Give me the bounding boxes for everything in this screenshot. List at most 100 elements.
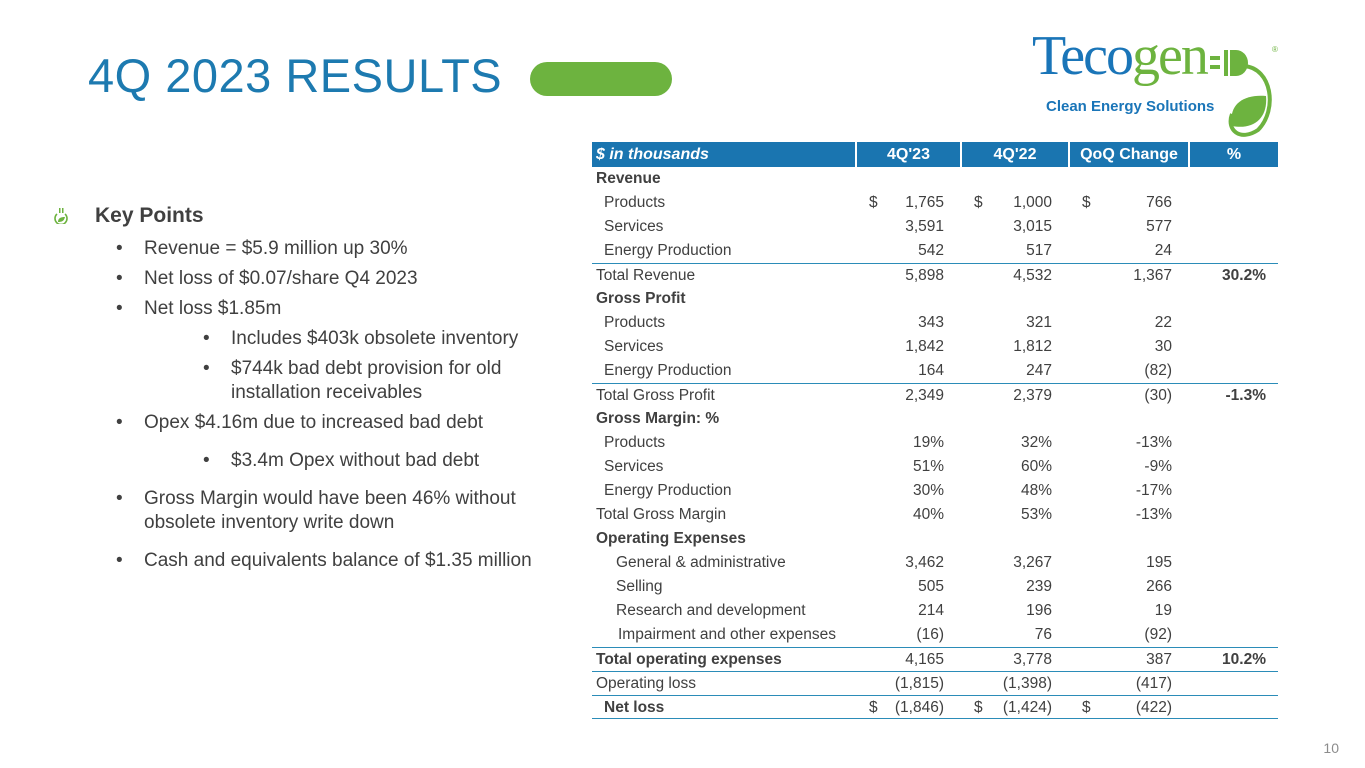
row-value: $766 <box>1068 191 1188 215</box>
row-percent <box>1188 479 1278 503</box>
row-percent <box>1188 239 1278 263</box>
table-row: Products 19% 32% -13% <box>592 431 1278 455</box>
row-value <box>1068 527 1188 551</box>
row-value: 30% <box>912 482 944 499</box>
row-label: Research and development <box>616 602 806 619</box>
row-percent <box>1188 407 1278 431</box>
row-percent: 30.2% <box>1222 267 1266 284</box>
row-value: (82) <box>1144 362 1172 379</box>
table-row: Total Revenue 5,898 4,532 1,367 30.2% <box>592 263 1278 287</box>
row-label: Products <box>604 194 666 211</box>
row-percent: -1.3% <box>1225 387 1267 404</box>
row-value: 1,367 <box>1133 267 1172 284</box>
row-value: -13% <box>1135 506 1172 523</box>
plug-leaf-icon: ® <box>1210 45 1278 137</box>
row-percent <box>1188 599 1278 623</box>
row-value: (417) <box>1135 675 1172 692</box>
row-value <box>855 527 960 551</box>
registered-mark: ® <box>1272 45 1278 54</box>
row-value: 19 <box>1154 602 1172 619</box>
row-label: Products <box>604 434 666 451</box>
logo-text-teco: Teco <box>1032 25 1134 87</box>
row-label: Gross Margin: % <box>596 410 720 427</box>
row-value <box>960 527 1068 551</box>
row-value: 3,015 <box>1013 218 1052 235</box>
table-row: Services 51% 60% -9% <box>592 455 1278 479</box>
row-value: -9% <box>1144 458 1172 475</box>
table-row: Energy Production 542 517 24 <box>592 239 1278 263</box>
key-point-bullet: Cash and equivalents balance of $1.35 mi… <box>116 549 534 573</box>
row-value: 2,379 <box>1013 387 1052 404</box>
row-value: 577 <box>1146 218 1172 235</box>
row-value: 76 <box>1034 626 1052 643</box>
row-label: Energy Production <box>604 482 732 499</box>
row-percent <box>1188 359 1278 383</box>
key-point-bullet: Net loss of $0.07/share Q4 2023 <box>116 267 534 291</box>
row-value: 343 <box>918 314 944 331</box>
row-value <box>960 407 1068 431</box>
key-point-bullet: Revenue = $5.9 million up 30% <box>116 237 534 261</box>
table-row: Impairment and other expenses (16) 76 (92) <box>592 623 1278 647</box>
header-units: $ in thousands <box>596 146 709 163</box>
row-value: $ (422) <box>1068 696 1188 718</box>
row-value <box>960 167 1068 191</box>
row-value: 387 <box>1146 651 1172 668</box>
row-value: 164 <box>918 362 944 379</box>
row-value: 3,267 <box>1013 554 1052 571</box>
row-value: 2,349 <box>905 387 944 404</box>
row-label: Revenue <box>596 170 661 187</box>
row-label: Impairment and other expenses <box>618 626 836 643</box>
table-header: $ in thousands 4Q'23 4Q'22 QoQ Change % <box>592 142 1278 167</box>
tecogen-logo: Tecogen Clean Energy Solutions ® <box>1030 25 1280 138</box>
row-value: 247 <box>1026 362 1052 379</box>
row-percent <box>1188 191 1278 215</box>
row-label: Products <box>604 314 666 331</box>
currency-symbol: $ <box>974 194 983 211</box>
key-point-bullet: Net loss $1.85m <box>116 297 534 321</box>
table-row: Research and development 214 196 19 <box>592 599 1278 623</box>
header-4q22: 4Q'22 <box>960 142 1068 167</box>
financial-results-table: $ in thousands 4Q'23 4Q'22 QoQ Change % … <box>592 142 1278 719</box>
row-value: 239 <box>1026 578 1052 595</box>
currency-symbol: $ <box>869 699 878 716</box>
row-percent <box>1188 696 1278 718</box>
row-label: Services <box>604 338 664 355</box>
slide-title: 4Q 2023 RESULTS <box>88 49 503 102</box>
row-value: $ (1,846) <box>855 696 960 718</box>
row-value: 196 <box>1026 602 1052 619</box>
row-value: 517 <box>1026 242 1052 259</box>
row-percent <box>1188 167 1278 191</box>
row-value: 32% <box>1020 434 1052 451</box>
row-value: 3,778 <box>1013 651 1052 668</box>
row-value <box>1068 407 1188 431</box>
row-value: 22 <box>1154 314 1172 331</box>
row-label: Services <box>604 458 664 475</box>
logo-text-gen: gen <box>1132 25 1209 87</box>
row-value: -17% <box>1135 482 1172 499</box>
row-value: 321 <box>1026 314 1052 331</box>
table-row: Gross Profit <box>592 287 1278 311</box>
key-point-bullet: Gross Margin would have been 46% without… <box>116 487 534 535</box>
row-percent <box>1188 335 1278 359</box>
row-value: -13% <box>1135 434 1172 451</box>
row-percent <box>1188 455 1278 479</box>
table-row: Net loss $ (1,846) $ (1,424) $ (422) <box>592 695 1278 719</box>
row-value: 505 <box>918 578 944 595</box>
row-label: General & administrative <box>616 554 786 571</box>
header-qoq-change: QoQ Change <box>1068 142 1188 167</box>
currency-symbol: $ <box>974 699 983 716</box>
row-percent <box>1188 431 1278 455</box>
row-percent <box>1188 215 1278 239</box>
table-row: Total operating expenses 4,165 3,778 387 10.… <box>592 647 1278 671</box>
row-value: $1,000 <box>960 191 1068 215</box>
header-4q23: 4Q'23 <box>855 142 960 167</box>
row-label: Net loss <box>604 699 665 716</box>
row-value: 195 <box>1146 554 1172 571</box>
key-point-bullet: $3.4m Opex without bad debt <box>203 449 534 473</box>
row-label: Total Revenue <box>596 267 696 284</box>
row-value: 60% <box>1020 458 1052 475</box>
table-row: Products $1,765 $1,000 $766 <box>592 191 1278 215</box>
key-points-heading: Key Points <box>54 204 534 228</box>
row-value: 214 <box>918 602 944 619</box>
table-row: Energy Production 164 247 (82) <box>592 359 1278 383</box>
